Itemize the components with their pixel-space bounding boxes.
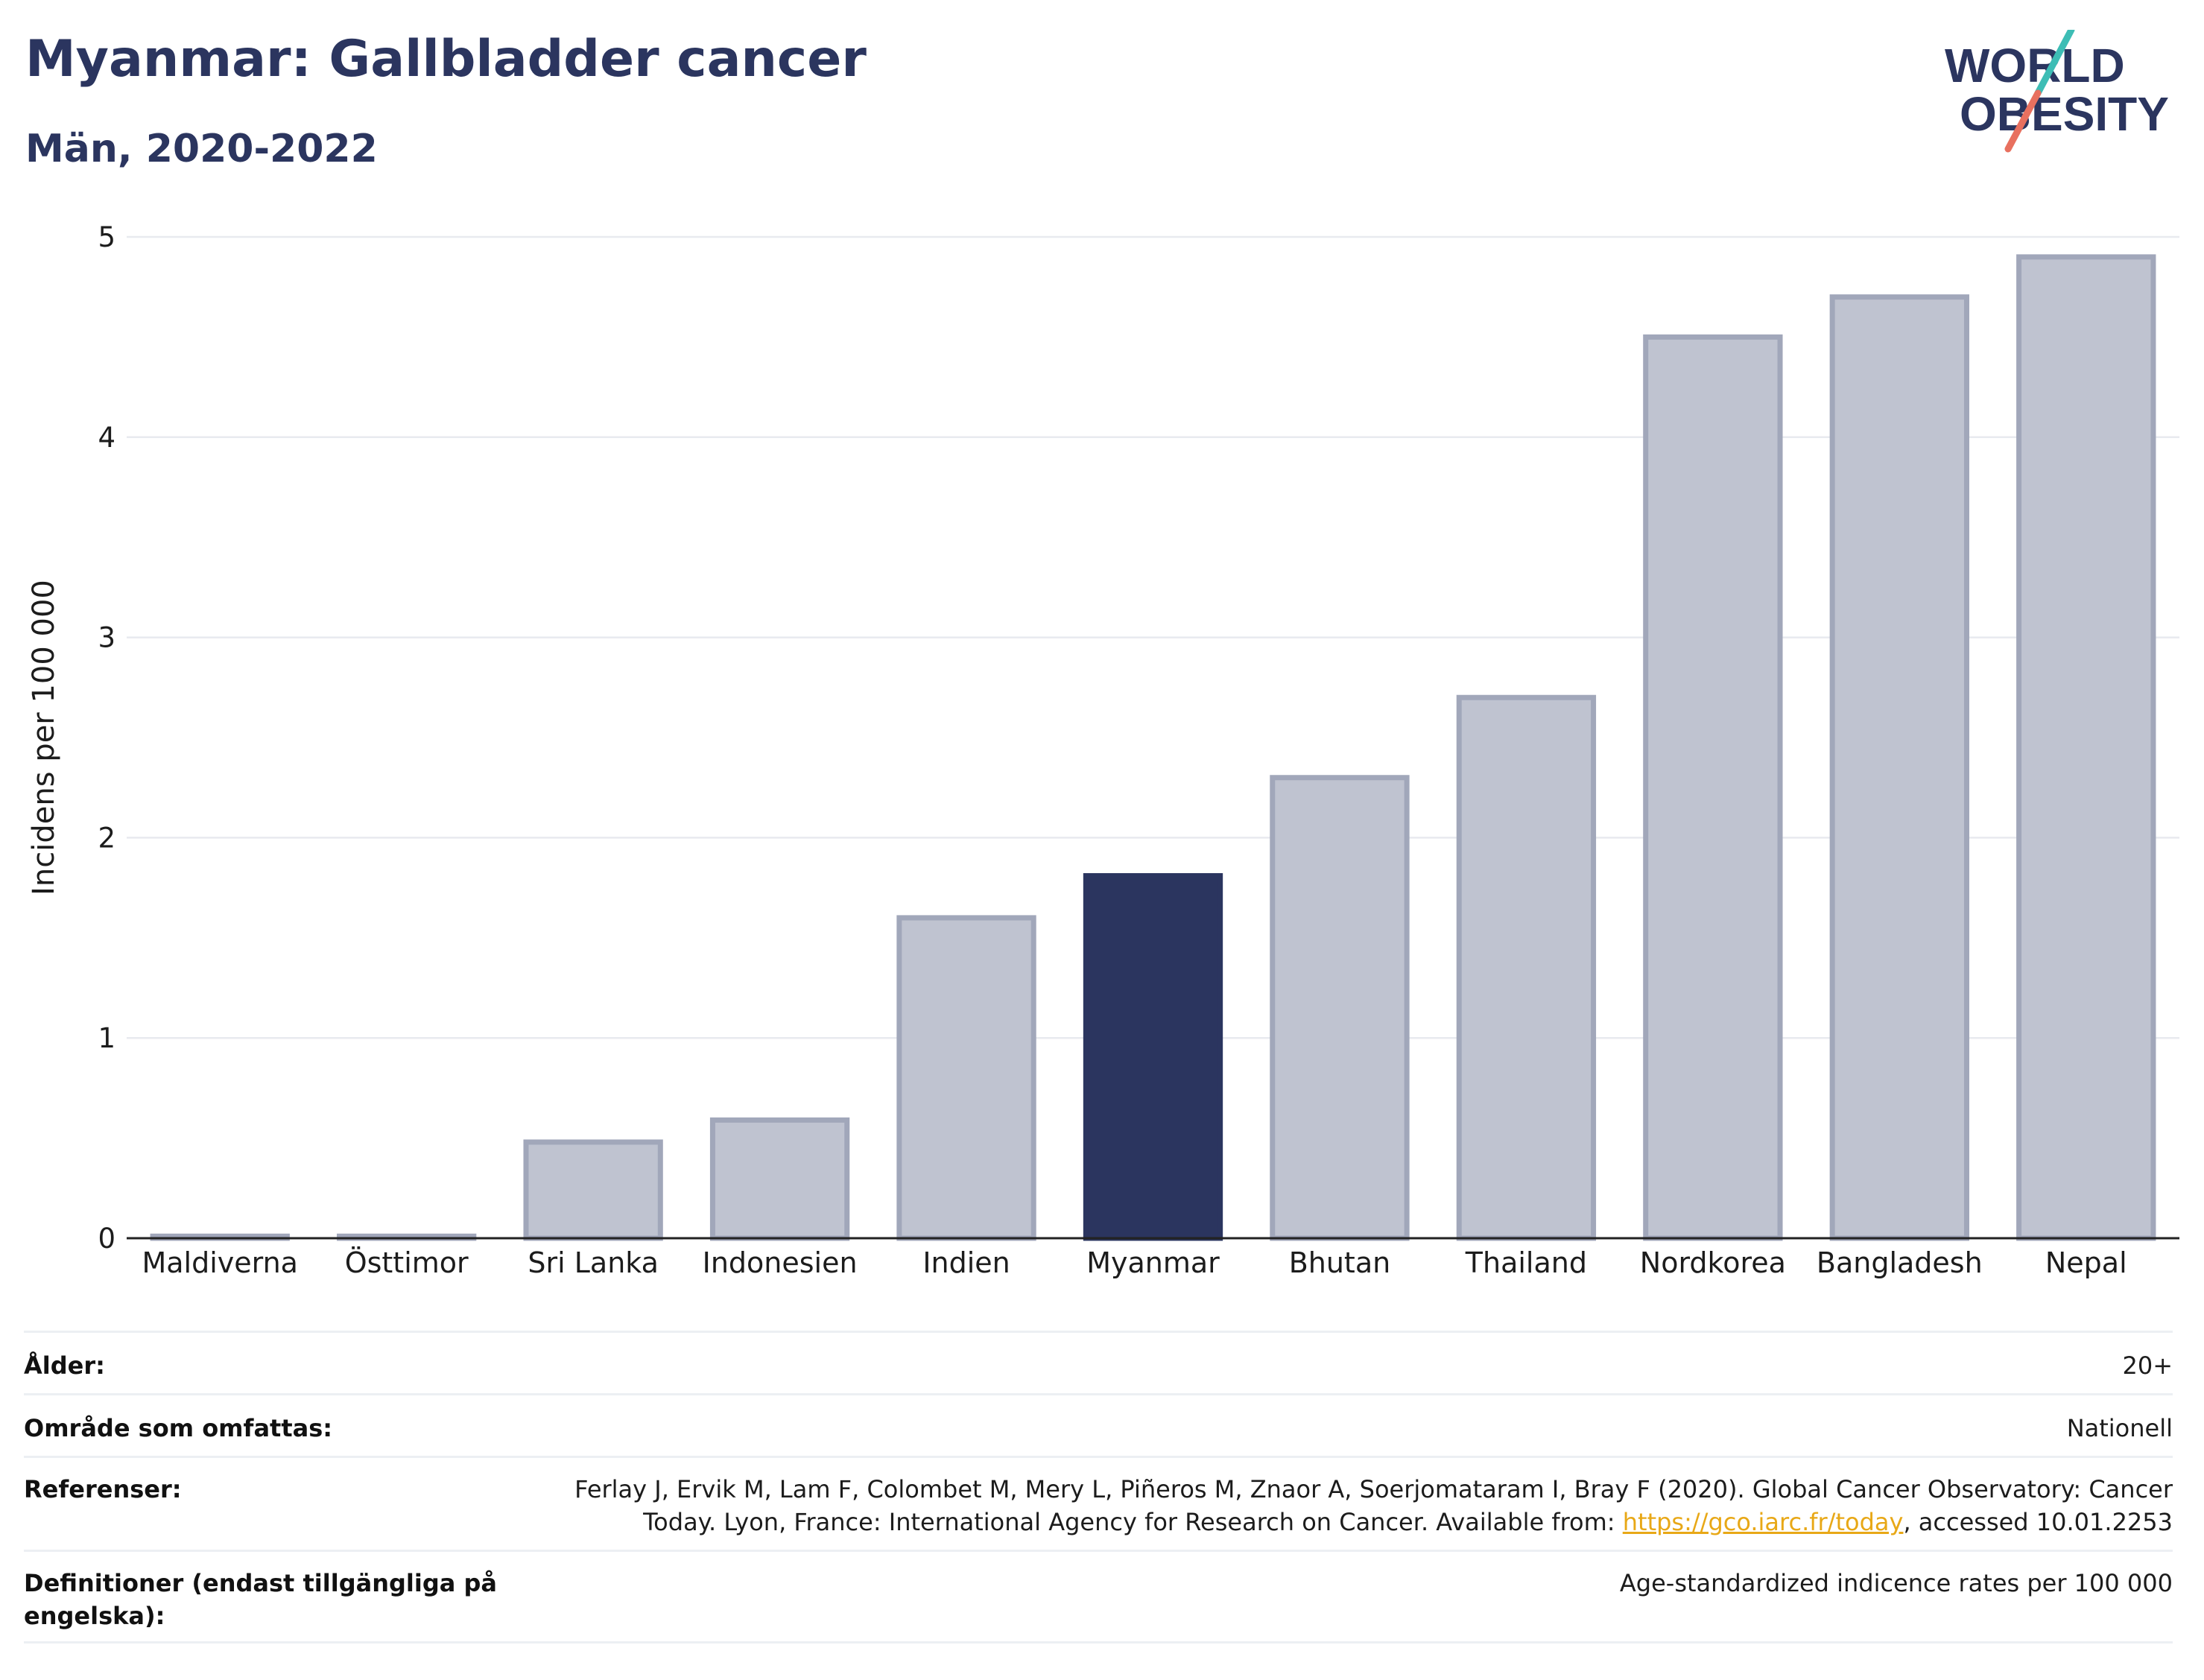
info-value-references: Ferlay J, Ervik M, Lam F, Colombet M, Me…: [533, 1473, 2173, 1538]
x-tick-label: Indien: [922, 1246, 1010, 1279]
x-tick-label: Nordkorea: [1640, 1246, 1786, 1279]
info-row-area: Område som omfattas: Nationell: [24, 1393, 2173, 1456]
y-tick-label: 5: [98, 221, 115, 253]
bar-nepal: [2016, 254, 2156, 1241]
x-tick-labels: Maldiverna Östtimor Sri Lanka Indonesien Ind…: [142, 1246, 2127, 1279]
info-label-definitions: Definitioner (endast tillgängliga på eng…: [24, 1569, 497, 1630]
logo-text-world: WORLD: [1945, 39, 2125, 92]
info-table: Ålder: 20+ Område som omfattas: Nationel…: [24, 1331, 2173, 1643]
info-label-area: Område som omfattas:: [24, 1414, 333, 1442]
y-axis-label: Incidens per 100 000: [27, 580, 61, 896]
info-label-age: Ålder:: [24, 1351, 105, 1380]
bar-bhutan: [1270, 775, 1410, 1241]
x-tick-label: Indonesien: [703, 1246, 858, 1279]
logo-text-obesity: OBESITY: [1960, 87, 2169, 141]
x-tick-label: Östtimor: [345, 1246, 469, 1279]
bar-bangladesh: [1829, 294, 1969, 1241]
bar-sri-lanka: [523, 1139, 663, 1241]
y-tick-label: 1: [98, 1022, 115, 1054]
x-tick-label: Bhutan: [1289, 1246, 1391, 1279]
reference-text: Ferlay J, Ervik M, Lam F, Colombet M, Me…: [574, 1475, 2173, 1536]
chart-title: Myanmar: Gallbladder cancer: [25, 30, 867, 89]
info-value-area: Nationell: [2066, 1414, 2173, 1442]
y-tick-label: 3: [98, 622, 115, 654]
x-tick-label: Sri Lanka: [528, 1246, 659, 1279]
x-tick-label: Bangladesh: [1817, 1246, 1983, 1279]
info-value-definitions: Age-standardized indicence rates per 100…: [1619, 1569, 2173, 1597]
bar-indonesien: [709, 1117, 850, 1241]
reference-accessed: , accessed 10.01.2253: [1903, 1508, 2173, 1536]
y-tick-labels: 0 1 2 3 4 5: [98, 221, 115, 1255]
info-row-definitions: Definitioner (endast tillgängliga på eng…: [24, 1550, 2173, 1643]
x-tick-label: Thailand: [1465, 1246, 1587, 1279]
info-label-references: Referenser:: [24, 1475, 182, 1503]
info-value-age: 20+: [2122, 1351, 2173, 1380]
bar-indien: [896, 915, 1036, 1241]
reference-link[interactable]: https://gco.iarc.fr/today: [1622, 1508, 1904, 1536]
x-tick-label: Nepal: [2045, 1246, 2127, 1279]
bar-thailand: [1456, 694, 1597, 1241]
bar-nordkorea: [1643, 334, 1783, 1241]
info-row-age: Ålder: 20+: [24, 1331, 2173, 1393]
world-obesity-logo: WORLD OBESITY: [1945, 30, 2169, 153]
bar-myanmar: [1083, 872, 1223, 1241]
y-tick-label: 4: [98, 422, 115, 454]
y-tick-label: 2: [98, 822, 115, 854]
chart-subtitle: Män, 2020-2022: [25, 127, 378, 171]
slash-icon-top: [2034, 30, 2075, 97]
y-tick-label: 0: [98, 1223, 115, 1255]
slash-icon-bottom: [2004, 89, 2042, 153]
bars: [150, 254, 2156, 1241]
info-row-references: Referenser: Ferlay J, Ervik M, Lam F, Co…: [24, 1456, 2173, 1550]
x-tick-label: Myanmar: [1086, 1246, 1220, 1279]
bar-chart: Maldiverna Östtimor Sri Lanka Indonesien Ind…: [27, 221, 2179, 1279]
x-tick-label: Maldiverna: [142, 1246, 298, 1279]
